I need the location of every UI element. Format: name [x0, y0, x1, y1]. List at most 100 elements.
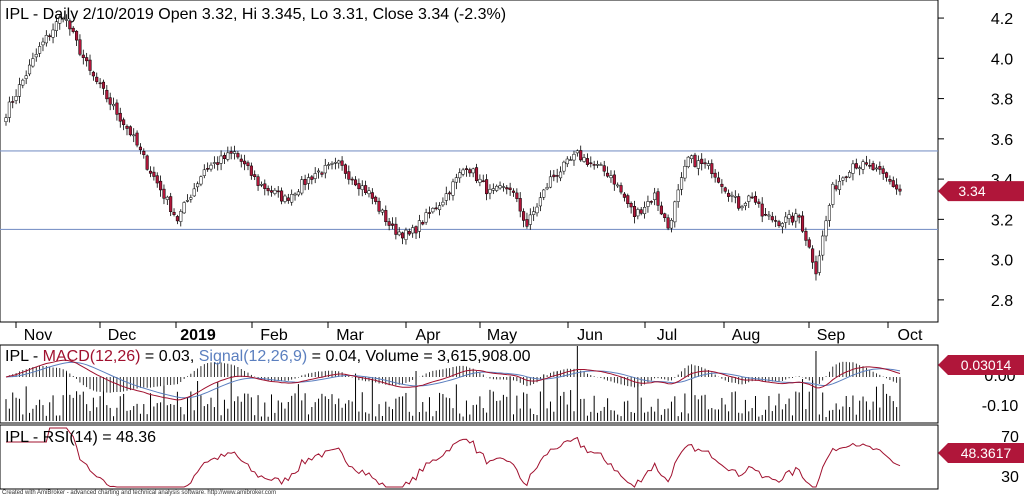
candle-body	[172, 211, 176, 215]
candle-body	[710, 163, 714, 174]
candle-body	[569, 159, 573, 161]
candle-body	[199, 176, 203, 185]
price-y-tick-label: 3.8	[991, 92, 1013, 109]
candle-body	[417, 220, 421, 232]
candle-body	[629, 202, 633, 208]
candle-body	[128, 126, 132, 136]
candle-body	[753, 195, 758, 203]
candle-body	[821, 235, 825, 256]
candle-body	[7, 101, 11, 118]
price-y-tick-label: 4.2	[991, 11, 1013, 28]
candle-body	[24, 75, 28, 79]
candle-body	[54, 21, 58, 31]
candle-body	[111, 103, 116, 107]
candle-body	[854, 163, 858, 169]
candle-body	[669, 220, 674, 229]
candle-body	[81, 54, 85, 58]
candle-body	[898, 188, 902, 192]
candle-body	[431, 208, 435, 213]
candle-body	[643, 207, 647, 215]
candle-body	[142, 151, 146, 156]
candle-body	[653, 192, 657, 200]
candle-body	[800, 215, 805, 232]
candle-body	[743, 202, 747, 207]
candle-body	[175, 216, 179, 222]
macd-value: = 0.03,	[140, 348, 198, 365]
candle-body	[159, 180, 163, 191]
candle-body	[874, 167, 879, 170]
candle-body	[686, 156, 690, 168]
candle-body	[31, 58, 35, 67]
x-tick-label: May	[487, 327, 517, 344]
candle-body	[501, 186, 505, 188]
candle-body	[649, 201, 653, 203]
candle-body	[357, 183, 361, 190]
candle-body	[824, 220, 828, 237]
software-credit: Created with AmiBroker - advanced charti…	[2, 490, 276, 496]
candle-body	[518, 198, 522, 212]
candle-body	[105, 89, 109, 100]
candle-body	[98, 82, 102, 85]
x-tick-label: Jul	[657, 327, 677, 344]
candle-body	[360, 185, 364, 190]
candle-body	[895, 184, 899, 190]
rsi-value-tag-text: 48.3617	[961, 445, 1012, 461]
candle-body	[807, 239, 811, 248]
candle-body	[528, 214, 532, 225]
price-y-tick-label: 3.2	[991, 212, 1013, 229]
candle-body	[562, 161, 566, 172]
candle-body	[848, 172, 852, 178]
candle-body	[259, 184, 263, 186]
candle-body	[485, 179, 489, 195]
candle-body	[243, 160, 247, 165]
price-y-axis: 4.24.03.83.63.43.23.02.8	[938, 11, 1013, 310]
candle-body	[458, 172, 462, 179]
candle-body	[280, 190, 284, 202]
candle-body	[209, 164, 213, 170]
candle-body	[548, 176, 553, 188]
candle-body	[374, 196, 378, 202]
candle-body	[733, 195, 737, 198]
candle-body	[656, 191, 660, 206]
rsi-value-tag: 48.3617	[938, 443, 1024, 463]
candle-body	[353, 179, 358, 186]
candle-body	[572, 153, 576, 161]
candle-body	[558, 171, 563, 179]
candle-body	[757, 201, 761, 204]
candle-body	[4, 117, 8, 122]
candle-body	[575, 150, 579, 154]
candle-body	[545, 187, 549, 190]
candle-body	[579, 150, 583, 161]
candle-body	[229, 151, 233, 154]
candle-body	[226, 152, 230, 160]
candle-body	[293, 193, 297, 196]
candles	[4, 14, 902, 281]
candle-body	[219, 155, 223, 164]
candle-body	[495, 185, 499, 191]
candle-body	[468, 169, 472, 174]
candle-body	[303, 179, 307, 185]
macd-histogram	[8, 361, 901, 393]
candle-body	[864, 162, 868, 165]
candle-body	[138, 146, 142, 151]
candle-body	[851, 163, 855, 174]
candle-body	[152, 171, 156, 177]
candle-body	[51, 29, 55, 38]
candle-body	[232, 151, 237, 154]
candle-body	[58, 16, 62, 24]
candle-body	[108, 97, 112, 105]
candle-body	[760, 203, 764, 217]
candle-body	[542, 189, 546, 198]
candle-body	[693, 154, 697, 167]
candle-body	[636, 209, 640, 217]
candle-body	[461, 169, 465, 175]
candle-body	[17, 84, 21, 97]
price-y-tick-label: 3.0	[991, 253, 1013, 270]
x-tick-label: 2019	[180, 327, 216, 344]
candle-body	[464, 168, 468, 170]
candle-body	[448, 192, 452, 195]
candle-body	[881, 168, 885, 174]
candle-body	[616, 184, 620, 187]
candle-body	[659, 205, 663, 215]
candle-body	[441, 201, 445, 206]
